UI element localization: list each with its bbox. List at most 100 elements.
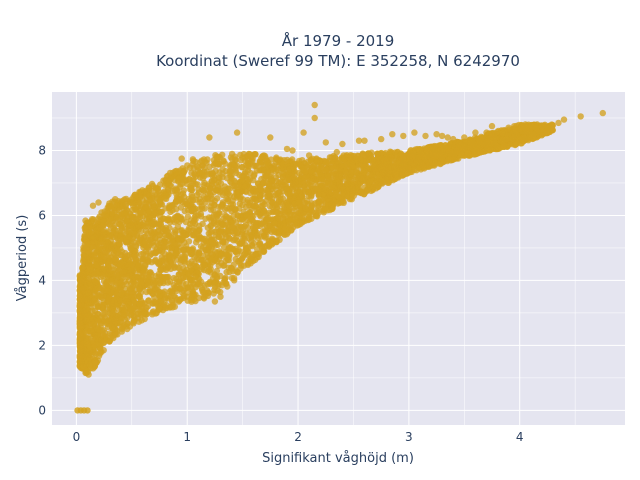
data-point — [218, 233, 225, 241]
data-point — [170, 293, 178, 300]
data-point — [76, 320, 84, 327]
data-point — [126, 261, 134, 269]
data-point — [156, 231, 164, 238]
data-point — [372, 185, 380, 192]
data-point — [267, 156, 275, 163]
data-point — [89, 307, 96, 314]
data-point — [214, 216, 221, 223]
data-point — [205, 289, 212, 296]
data-point — [86, 279, 93, 286]
data-point — [296, 214, 304, 222]
data-point — [147, 269, 154, 276]
data-point — [204, 280, 211, 288]
data-point — [206, 190, 214, 198]
data-point — [214, 287, 221, 294]
data-point — [94, 317, 102, 324]
data-point — [284, 201, 292, 209]
data-point — [82, 223, 90, 230]
data-point — [147, 236, 154, 244]
data-point — [272, 208, 279, 215]
data-point — [251, 171, 258, 178]
data-point — [199, 244, 207, 251]
data-point — [137, 278, 144, 285]
data-point — [494, 143, 501, 150]
data-point — [154, 284, 161, 291]
data-point — [174, 264, 181, 271]
data-point — [119, 268, 126, 275]
data-point — [93, 261, 100, 268]
data-point — [108, 218, 115, 226]
data-point — [393, 151, 400, 158]
data-point — [249, 242, 256, 250]
data-point — [322, 159, 330, 166]
data-point — [276, 189, 283, 196]
data-point — [262, 155, 270, 162]
data-point — [499, 129, 506, 136]
data-point — [211, 272, 218, 279]
data-point — [177, 227, 184, 234]
data-point — [100, 217, 107, 224]
data-point — [262, 234, 269, 241]
data-point — [169, 255, 176, 262]
data-point — [311, 162, 318, 169]
data-point — [279, 214, 287, 221]
data-point — [154, 300, 162, 307]
data-point — [93, 276, 101, 283]
data-point — [391, 163, 398, 171]
data-point — [218, 260, 225, 267]
data-point — [94, 326, 102, 333]
data-point — [291, 211, 298, 218]
data-point — [166, 219, 174, 226]
chart-title-line1: År 1979 - 2019 — [282, 31, 395, 50]
data-point — [82, 217, 89, 224]
data-point — [346, 174, 353, 182]
data-point — [168, 244, 175, 251]
data-point — [315, 202, 322, 209]
data-point — [155, 242, 162, 249]
data-point — [406, 153, 413, 160]
data-point — [113, 287, 120, 294]
data-point — [258, 244, 266, 252]
data-point — [378, 163, 385, 170]
data-point — [254, 232, 261, 239]
data-point — [126, 323, 134, 330]
data-point — [269, 165, 276, 172]
data-point — [207, 262, 214, 269]
data-point — [221, 160, 229, 167]
data-point — [300, 210, 307, 217]
data-point — [208, 255, 216, 262]
data-point — [157, 181, 164, 188]
data-point — [126, 222, 133, 229]
data-point — [305, 213, 313, 221]
data-point — [134, 215, 141, 222]
data-point — [94, 271, 102, 278]
data-point — [139, 257, 146, 264]
data-point — [223, 175, 231, 182]
data-point — [219, 221, 226, 229]
data-point — [186, 275, 194, 282]
data-point — [184, 289, 191, 296]
data-point — [254, 250, 262, 257]
data-point — [116, 236, 124, 243]
data-point — [214, 183, 222, 191]
data-point — [204, 224, 211, 231]
data-point — [144, 277, 151, 284]
data-point — [121, 254, 129, 261]
data-point — [136, 301, 144, 308]
data-point — [217, 203, 225, 210]
data-point — [181, 259, 189, 266]
data-point — [200, 193, 207, 200]
data-point — [104, 287, 111, 294]
data-point — [128, 213, 136, 221]
data-point — [145, 297, 152, 304]
data-point — [172, 249, 180, 257]
data-point — [226, 170, 233, 177]
data-point — [285, 217, 293, 224]
data-point — [92, 351, 100, 358]
data-point — [193, 262, 200, 270]
data-point — [177, 269, 185, 276]
data-point — [201, 266, 208, 274]
data-point — [104, 317, 112, 324]
data-point — [195, 280, 203, 288]
data-point — [267, 240, 274, 247]
